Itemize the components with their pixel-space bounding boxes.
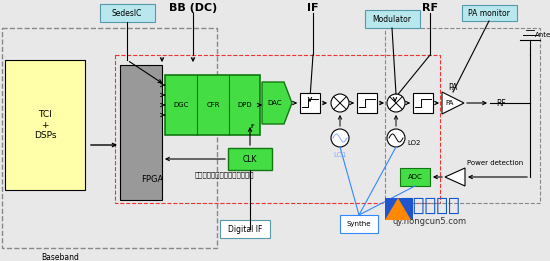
- Text: Modulator: Modulator: [372, 15, 411, 23]
- Polygon shape: [442, 92, 464, 114]
- Text: 参考资料：德州仪器，招商电子: 参考资料：德州仪器，招商电子: [195, 172, 255, 178]
- Polygon shape: [445, 168, 465, 186]
- Bar: [300, 93, 320, 113]
- Circle shape: [331, 94, 349, 112]
- Bar: [100, 4, 155, 22]
- Text: ADC: ADC: [408, 174, 422, 180]
- Polygon shape: [262, 82, 292, 124]
- Text: Antenna: Antenna: [535, 32, 550, 38]
- Bar: [413, 93, 433, 113]
- Text: CFR: CFR: [206, 102, 220, 108]
- Text: DAC: DAC: [268, 100, 282, 106]
- Text: SedesIC: SedesIC: [112, 9, 142, 17]
- Bar: [385, 28, 540, 203]
- Bar: [2, 28, 217, 248]
- Text: BB (DC): BB (DC): [169, 3, 217, 13]
- Bar: [365, 10, 420, 28]
- Bar: [340, 215, 378, 233]
- Circle shape: [387, 94, 405, 112]
- Circle shape: [387, 129, 405, 147]
- Text: PA: PA: [446, 100, 454, 106]
- Text: IF: IF: [307, 3, 319, 13]
- Text: IF: IF: [251, 124, 255, 129]
- Text: CLK: CLK: [243, 155, 257, 163]
- Text: LO1: LO1: [333, 152, 346, 158]
- Text: Baseband
Chipset: Baseband Chipset: [41, 253, 79, 261]
- Text: Power detection: Power detection: [467, 160, 523, 166]
- Text: qy.nongcun5.com: qy.nongcun5.com: [393, 217, 467, 227]
- Polygon shape: [385, 198, 411, 220]
- Bar: [115, 55, 440, 203]
- Text: FPGA: FPGA: [141, 175, 163, 185]
- Text: RF: RF: [496, 98, 506, 108]
- Bar: [228, 148, 272, 170]
- Circle shape: [331, 129, 349, 147]
- Text: LO2: LO2: [408, 140, 421, 146]
- Text: Synthe: Synthe: [346, 221, 371, 227]
- Text: Digital IF: Digital IF: [228, 224, 262, 234]
- Bar: [5, 60, 85, 190]
- Bar: [400, 168, 430, 186]
- Text: RF: RF: [422, 3, 438, 13]
- Bar: [385, 198, 413, 220]
- Bar: [220, 220, 270, 238]
- Text: PA monitor: PA monitor: [468, 9, 510, 17]
- Bar: [357, 93, 377, 113]
- Text: 农企新闻网: 农企新闻网: [400, 195, 459, 215]
- Text: PA: PA: [448, 82, 458, 92]
- Bar: [120, 65, 162, 200]
- Text: DGC: DGC: [173, 102, 189, 108]
- Bar: [462, 5, 517, 21]
- Bar: [165, 75, 260, 135]
- Text: DPD: DPD: [238, 102, 252, 108]
- Text: TCI
+
DSPs: TCI + DSPs: [34, 110, 56, 140]
